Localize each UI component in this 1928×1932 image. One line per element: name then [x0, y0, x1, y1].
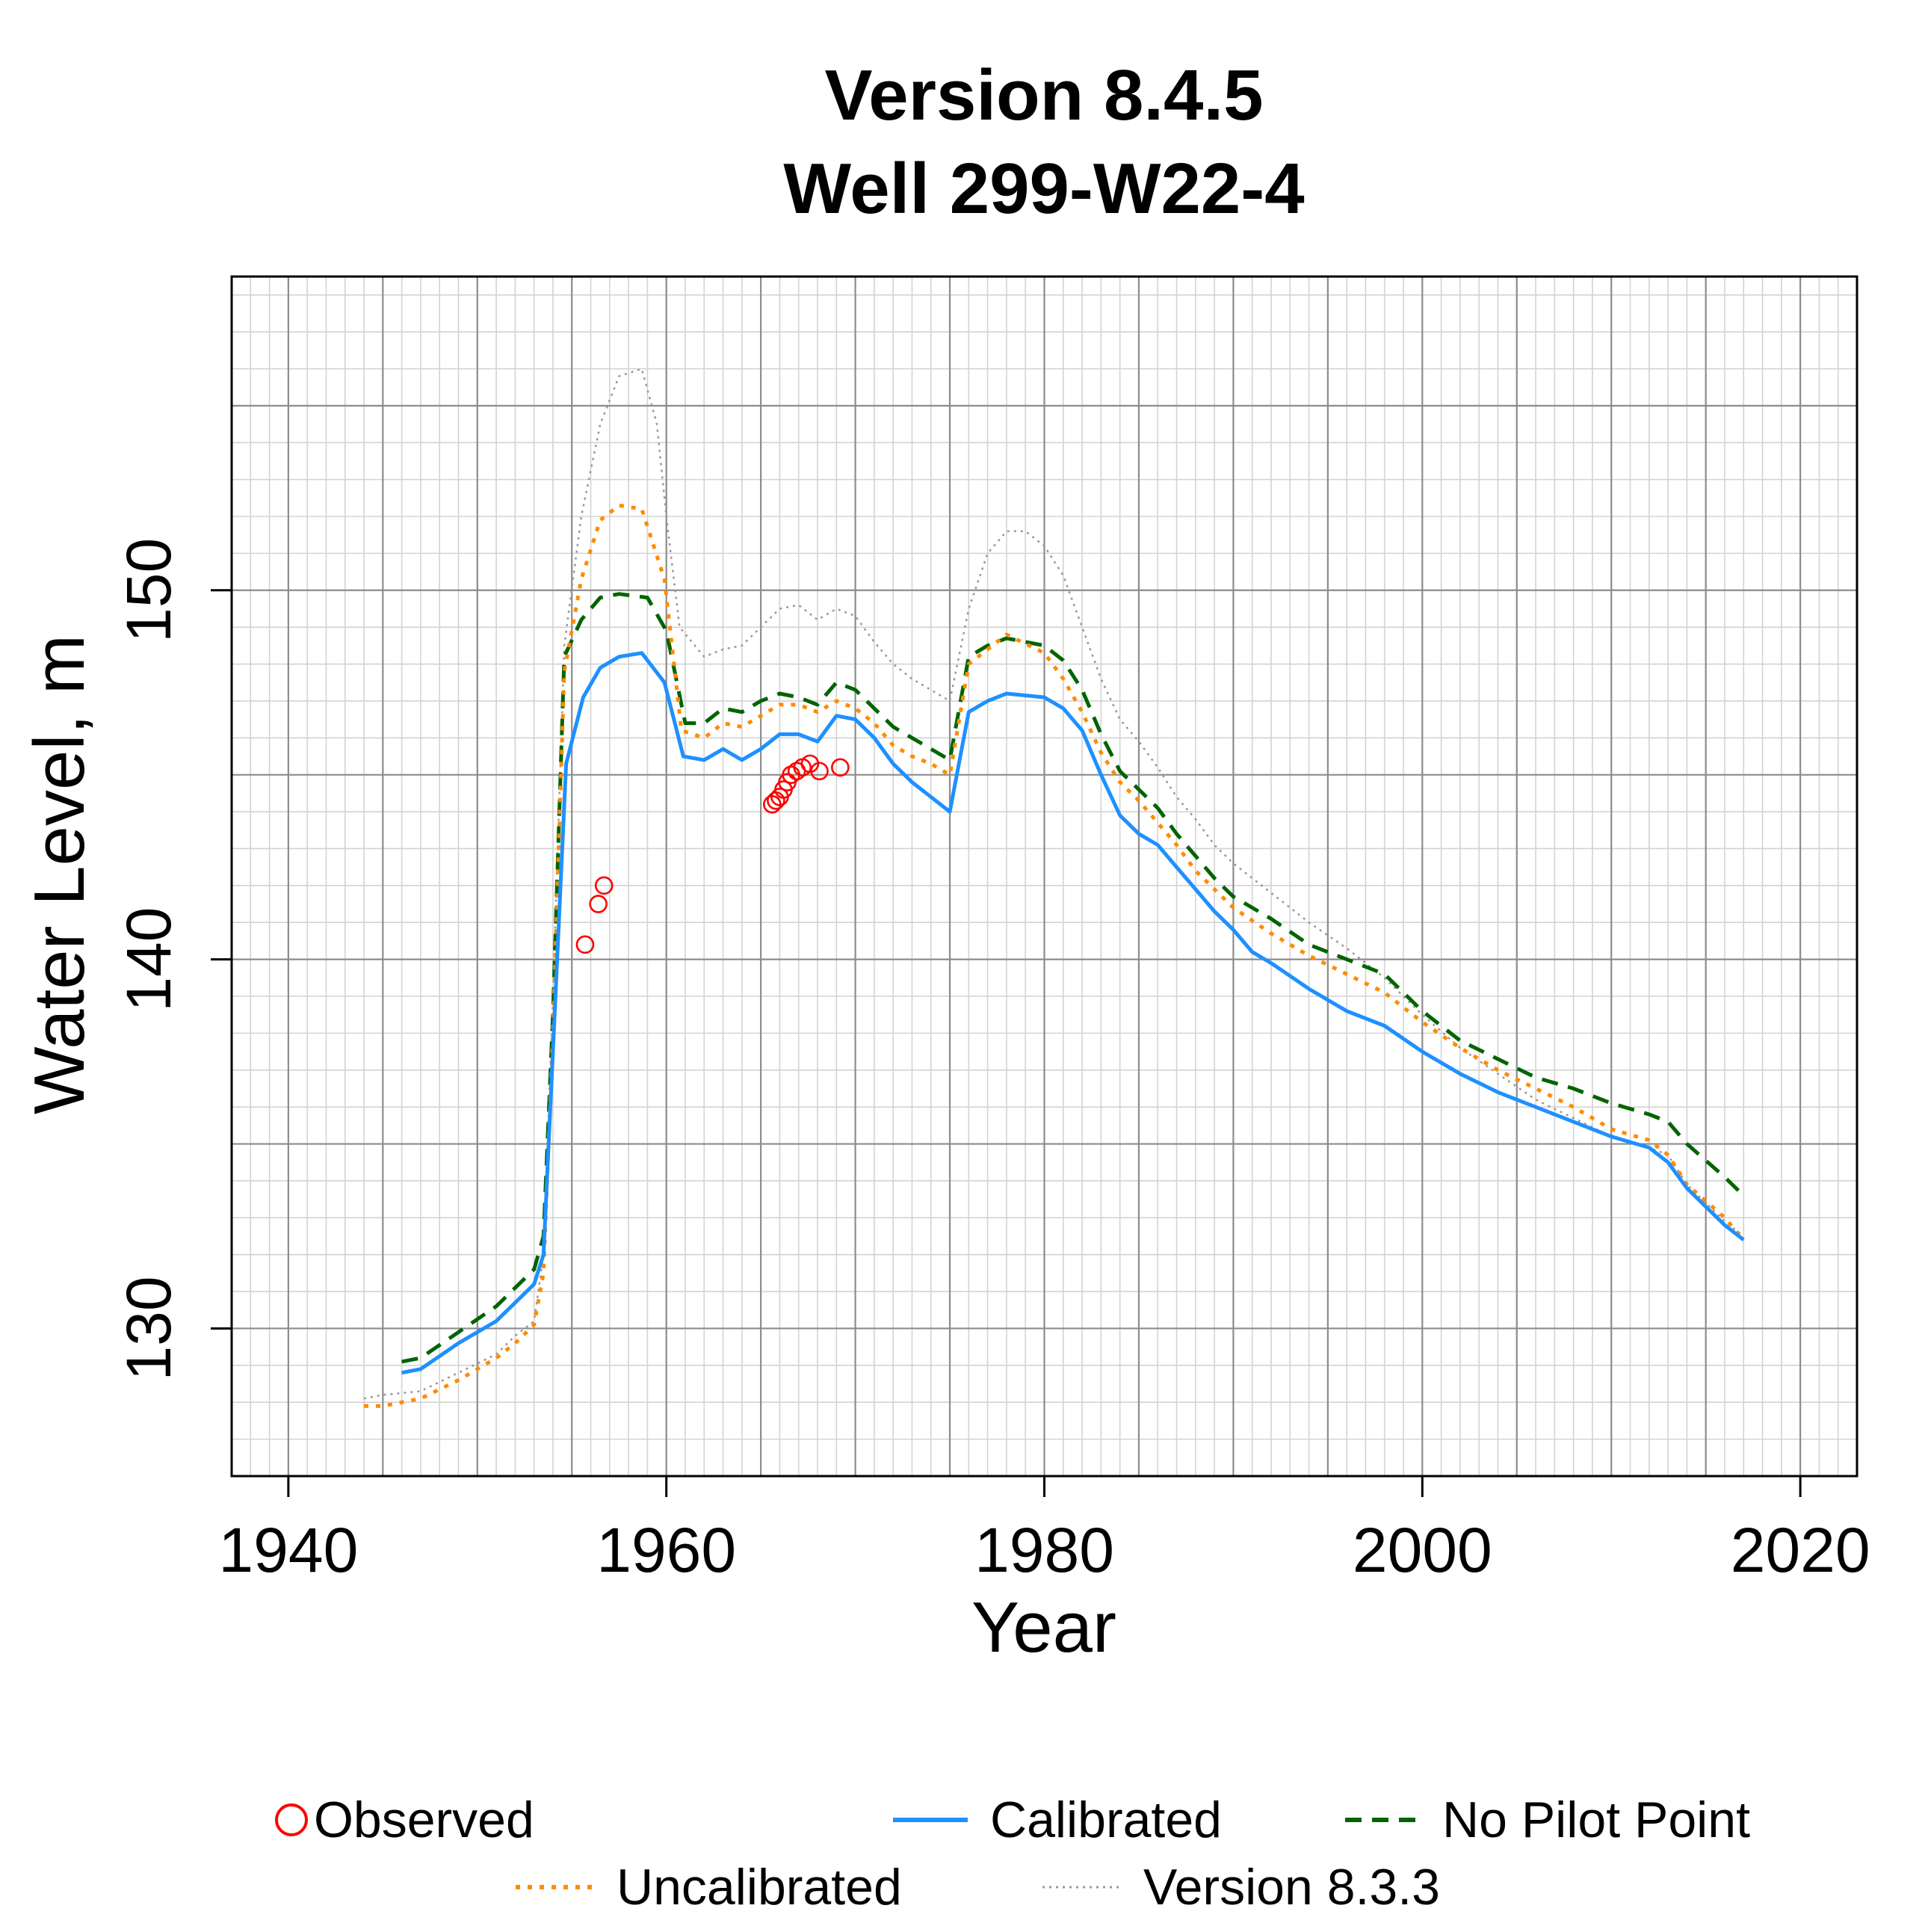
series-line-calibrated [401, 651, 1745, 1375]
legend: Observed Calibrated No Pilot Point Uncal… [275, 1791, 1750, 1916]
y-axis-label: Water Level, m [19, 635, 99, 1114]
legend-item-no-pilot-point: No Pilot Point [1345, 1791, 1750, 1848]
series-line-uncalibrated [364, 503, 1746, 1408]
series-line-version-8-3-3 [363, 368, 1745, 1400]
legend-no-pilot-point-label: No Pilot Point [1442, 1791, 1750, 1848]
observed-point [810, 762, 829, 781]
x-axis: 1940 1960 1980 2000 2020 [218, 1476, 1870, 1585]
major-gridlines [232, 277, 1857, 1476]
x-axis-label: Year [971, 1587, 1116, 1667]
legend-calibrated-label: Calibrated [990, 1791, 1222, 1848]
series-lines [363, 368, 1746, 1408]
chart-subtitle: Well 299-W22-4 [783, 149, 1304, 229]
observed-points [575, 754, 850, 954]
observed-point [831, 758, 850, 777]
x-tick-label: 1960 [596, 1515, 736, 1585]
legend-uncalibrated-label: Uncalibrated [617, 1859, 902, 1916]
legend-item-version-8-3-3: Version 8.3.3 [1042, 1859, 1440, 1916]
y-tick-label: 150 [114, 538, 184, 643]
x-tick-label: 2020 [1731, 1515, 1870, 1585]
series-line-no-pilot-point [401, 592, 1746, 1364]
x-tick-label: 1980 [974, 1515, 1114, 1585]
observed-point [575, 935, 595, 954]
y-tick-label: 140 [114, 907, 184, 1012]
observed-point [767, 791, 785, 810]
legend-observed-label: Observed [314, 1791, 534, 1848]
x-tick-label: 2000 [1353, 1515, 1492, 1585]
legend-item-calibrated: Calibrated [893, 1791, 1222, 1848]
legend-version-8-3-3-label: Version 8.3.3 [1143, 1859, 1440, 1916]
chart-title: Version 8.4.5 [824, 55, 1263, 135]
legend-item-observed: Observed [275, 1791, 534, 1848]
observed-point [589, 895, 608, 913]
x-tick-label: 1940 [218, 1515, 358, 1585]
y-tick-label: 130 [114, 1276, 184, 1380]
observed-point [594, 876, 614, 895]
legend-observed-marker [275, 1803, 308, 1836]
legend-item-uncalibrated: Uncalibrated [516, 1859, 902, 1916]
y-axis: 130 140 150 [114, 538, 232, 1381]
